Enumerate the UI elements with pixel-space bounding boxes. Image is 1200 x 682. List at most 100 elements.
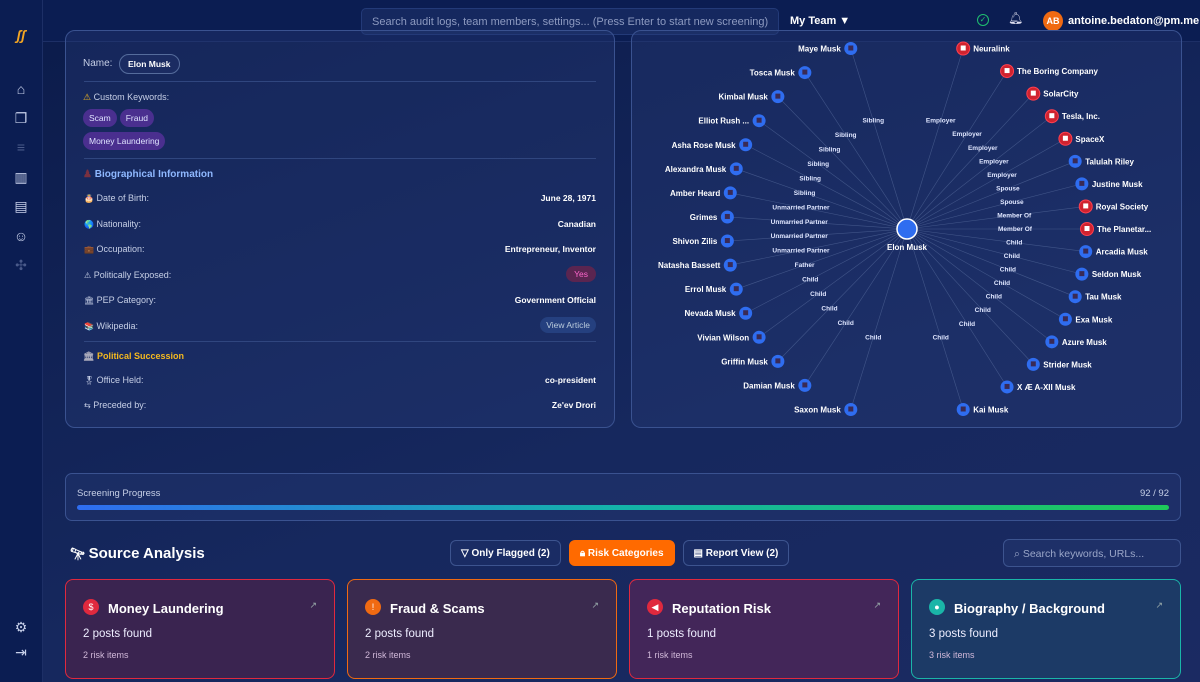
- risk-items: 1 risk items: [647, 650, 693, 660]
- person-node[interactable]: Natasha Bassett: [658, 258, 737, 272]
- person-node[interactable]: Arcadia Musk: [1079, 245, 1148, 259]
- person-node[interactable]: Shivon Zilis: [672, 234, 734, 248]
- risk-category-card[interactable]: $ Money Laundering ↗ 2 posts found 2 ris…: [65, 579, 335, 679]
- organization-node[interactable]: Royal Society: [1078, 199, 1149, 214]
- person-node[interactable]: Strider Musk: [1026, 357, 1093, 371]
- keyword-search-input[interactable]: ⌕ Search keywords, URLs...: [1003, 539, 1181, 567]
- plugin-icon[interactable]: ✣: [15, 257, 27, 273]
- person-node[interactable]: Amber Heard: [670, 186, 737, 200]
- succession-value: Ze'ev Drori: [551, 400, 596, 410]
- category-icon: $: [83, 599, 99, 615]
- person-node[interactable]: X Æ A-XII Musk: [1000, 380, 1076, 394]
- graph-edge: [906, 228, 1082, 275]
- node-label: Justine Musk: [1092, 180, 1143, 189]
- person-node[interactable]: Azure Musk: [1045, 335, 1107, 349]
- bio-value: Entrepreneur, Inventor: [504, 244, 596, 254]
- node-label: Tesla, Inc.: [1062, 112, 1100, 121]
- organization-node[interactable]: SpaceX: [1058, 131, 1105, 146]
- settings-icon[interactable]: ⚙: [14, 619, 28, 635]
- open-arrow-icon[interactable]: ↗: [873, 600, 881, 610]
- node-label: Azure Musk: [1062, 338, 1107, 347]
- edge-label: Employer: [952, 131, 982, 138]
- organization-node[interactable]: SolarCity: [1026, 86, 1079, 101]
- person-node[interactable]: Errol Musk: [685, 282, 743, 296]
- view-toggle-group: ▽ Only Flagged (2) 🔒︎ Risk Categories ▤ …: [450, 540, 790, 566]
- node-label: Strider Musk: [1043, 360, 1092, 369]
- person-node[interactable]: Exa Musk: [1058, 312, 1113, 326]
- risk-category-card[interactable]: ● Biography / Background ↗ 3 posts found…: [911, 579, 1181, 679]
- person-node[interactable]: Justine Musk: [1075, 177, 1143, 191]
- node-glyph: [1062, 135, 1068, 141]
- bio-label: Date of Birth:: [96, 193, 150, 203]
- person-node[interactable]: Kimbal Musk: [719, 90, 785, 104]
- graph-edge: [906, 48, 964, 230]
- risk-category-card[interactable]: ◀ Reputation Risk ↗ 1 posts found 1 risk…: [629, 579, 899, 679]
- person-node[interactable]: Damian Musk: [743, 378, 812, 392]
- open-arrow-icon[interactable]: ↗: [309, 600, 317, 610]
- node-glyph: [1049, 113, 1055, 119]
- bio-label: Nationality:: [96, 218, 142, 229]
- team-icon[interactable]: ☺: [13, 228, 29, 244]
- person-node[interactable]: Saxon Musk: [794, 403, 858, 416]
- view-article-button[interactable]: View Article: [540, 316, 596, 333]
- person-node[interactable]: Asha Rose Musk: [672, 138, 753, 152]
- person-node[interactable]: Griffin Musk: [721, 354, 785, 368]
- person-node[interactable]: Vivian Wilson: [697, 330, 766, 344]
- organization-node[interactable]: The Planetar...: [1080, 222, 1152, 236]
- report-icon[interactable]: ▤: [14, 198, 28, 214]
- category-title: Fraud & Scams: [390, 601, 485, 616]
- graph-edge: [736, 228, 908, 290]
- node-glyph: [1004, 68, 1010, 74]
- open-arrow-icon[interactable]: ↗: [591, 600, 599, 610]
- succession-row-icon: 🎖: [84, 376, 95, 385]
- succession-row-icon: ⇆: [84, 401, 91, 410]
- edge-label: Child: [838, 320, 854, 327]
- person-node[interactable]: Alexandra Musk: [665, 162, 743, 176]
- succession-label: Preceded by:: [93, 400, 147, 410]
- person-node[interactable]: Maye Musk: [798, 42, 858, 55]
- documents-icon[interactable]: ❐: [14, 110, 28, 126]
- organization-node[interactable]: Neuralink: [956, 41, 1011, 56]
- bio-title: ♟ Biographical Information: [83, 169, 213, 180]
- person-node[interactable]: Tau Musk: [1068, 290, 1122, 304]
- person-node[interactable]: Talulah Riley: [1068, 154, 1135, 168]
- home-icon[interactable]: ⌂: [16, 81, 26, 97]
- risk-categories-button[interactable]: 🔒︎ Risk Categories: [568, 540, 675, 566]
- edge-label: Member Of: [997, 212, 1032, 219]
- bell-icon[interactable]: 🔔︎: [1008, 11, 1024, 25]
- person-node[interactable]: Seldon Musk: [1075, 267, 1142, 281]
- edge-label: Child: [1006, 240, 1022, 247]
- category-icon: !: [365, 599, 381, 615]
- team-dropdown[interactable]: My Team ▼: [790, 15, 851, 27]
- only-flagged-button[interactable]: ▽ Only Flagged (2): [450, 540, 561, 566]
- node-label: Kai Musk: [973, 406, 1009, 415]
- user-email[interactable]: antoine.bedaton@pm.me: [1068, 15, 1200, 27]
- center-node[interactable]: Elon Musk: [887, 218, 928, 252]
- keywords-label: ⚠ Custom Keywords:: [83, 92, 169, 103]
- keyword-chip: Scam: [83, 109, 117, 127]
- organization-node[interactable]: The Boring Company: [1000, 64, 1099, 79]
- person-node[interactable]: Tosca Musk: [750, 66, 812, 80]
- person-node[interactable]: Elliot Rush ...: [698, 114, 766, 128]
- node-label: SolarCity: [1043, 90, 1079, 99]
- person-node[interactable]: Grimes: [690, 210, 734, 224]
- report-view-button[interactable]: ▤ Report View (2): [682, 540, 790, 566]
- logout-icon[interactable]: ⇥: [15, 644, 27, 660]
- chart-icon[interactable]: ▥: [14, 169, 28, 185]
- open-arrow-icon[interactable]: ↗: [1155, 600, 1163, 610]
- person-node[interactable]: Nevada Musk: [685, 306, 753, 320]
- list-icon[interactable]: ≡: [16, 139, 26, 155]
- edge-label: Sibling: [835, 132, 857, 139]
- edge-label: Spouse: [1000, 199, 1024, 206]
- risk-category-card[interactable]: ! Fraud & Scams ↗ 2 posts found 2 risk i…: [347, 579, 617, 679]
- edge-label: Child: [933, 334, 949, 341]
- graph-edge: [777, 96, 908, 230]
- relationship-graph[interactable]: Employer Employer Employer Employer Employer…: [632, 31, 1182, 428]
- node-label: Grimes: [690, 213, 718, 222]
- person-node[interactable]: Kai Musk: [956, 403, 1009, 416]
- organization-node[interactable]: Tesla, Inc.: [1044, 109, 1100, 124]
- avatar[interactable]: AB: [1043, 11, 1063, 31]
- category-icon: ◀: [647, 599, 663, 615]
- graph-edge: [906, 228, 1066, 320]
- risk-items: 3 risk items: [929, 650, 975, 660]
